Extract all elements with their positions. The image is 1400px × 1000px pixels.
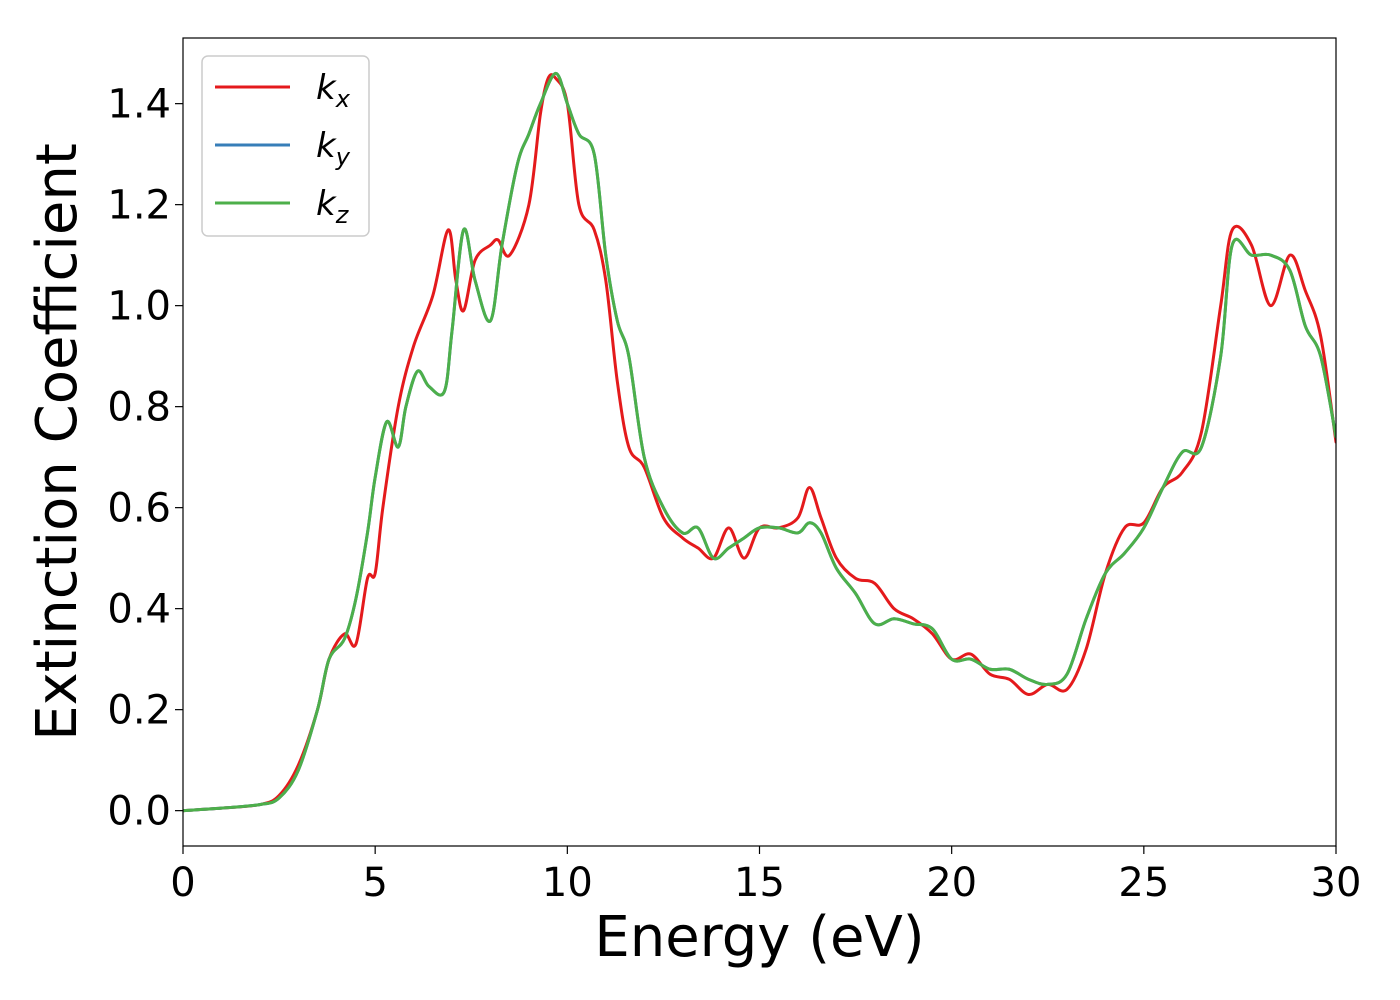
y-tick-label: 1.2 bbox=[107, 183, 171, 229]
x-tick-label: 30 bbox=[1311, 860, 1362, 906]
x-tick-label: 20 bbox=[926, 860, 977, 906]
legend-label: ky bbox=[316, 126, 351, 171]
legend-label: kx bbox=[316, 68, 351, 113]
x-tick-label: 10 bbox=[542, 860, 593, 906]
y-tick-label: 0.2 bbox=[107, 688, 171, 734]
series-line-k-x bbox=[183, 73, 1336, 813]
series-line-k-z bbox=[183, 71, 1336, 813]
x-axis-title: Energy (eV) bbox=[594, 905, 924, 970]
legend-label: kz bbox=[316, 184, 350, 229]
y-axis-ticks: 0.0 0.2 0.4 0.6 0.8 1.0 1.2 1.4 bbox=[107, 82, 183, 835]
x-axis-ticks: 0 5 10 15 20 25 30 bbox=[170, 846, 1361, 906]
x-tick-label: 15 bbox=[734, 860, 785, 906]
x-tick-label: 25 bbox=[1118, 860, 1169, 906]
y-tick-label: 1.0 bbox=[107, 284, 171, 330]
series-layer bbox=[183, 71, 1336, 813]
legend: kx ky kz bbox=[201, 55, 370, 237]
y-tick-label: 0.8 bbox=[107, 385, 171, 431]
y-tick-label: 0.4 bbox=[107, 587, 171, 633]
y-tick-label: 0.6 bbox=[107, 486, 171, 532]
x-tick-label: 0 bbox=[170, 860, 195, 906]
y-tick-label: 1.4 bbox=[107, 82, 171, 128]
y-axis-title: Extinction Coefficient bbox=[25, 143, 90, 741]
y-tick-label: 0.0 bbox=[107, 789, 171, 835]
x-tick-label: 5 bbox=[362, 860, 387, 906]
